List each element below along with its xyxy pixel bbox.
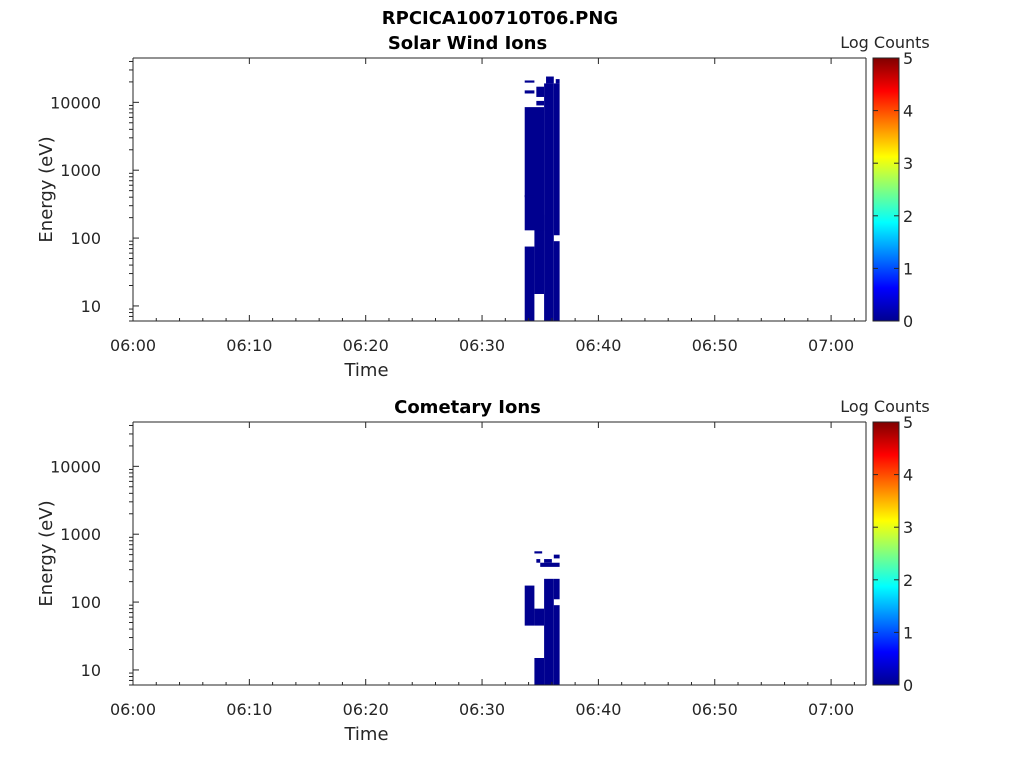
spectrogram-cell — [544, 83, 554, 321]
colorbar-tick-label: 2 — [903, 571, 913, 590]
panel-title: Cometary Ions — [394, 397, 541, 418]
x-tick-label: 06:10 — [226, 700, 272, 719]
panel-1: Solar Wind Ions 06:00 06:10 06:20 06:30 06:40… — [36, 33, 930, 381]
colorbar-gradient — [872, 57, 900, 322]
y-axis-label: Energy (eV) — [36, 500, 57, 606]
spectrogram-cell — [555, 79, 560, 84]
x-tick-label: 06:00 — [110, 336, 156, 355]
spectrogram-cell — [534, 551, 543, 554]
x-axis-label: Time — [343, 360, 388, 381]
x-tick-label: 06:40 — [575, 700, 621, 719]
x-tick-label: 06:20 — [343, 336, 389, 355]
spectrogram-cell — [524, 80, 535, 83]
spectrogram-cell — [524, 585, 535, 626]
colorbar-tick-label: 4 — [903, 102, 913, 121]
spectrogram-cell — [540, 562, 560, 567]
y-tick-label: 1000 — [60, 525, 101, 544]
x-tick-label: 06:00 — [110, 700, 156, 719]
spectrogram-cell — [524, 246, 535, 321]
spectrogram-cell — [524, 107, 545, 231]
x-tick-label: 06:50 — [692, 700, 738, 719]
colorbar-tick-label: 3 — [903, 154, 913, 173]
spectrogram-cell — [553, 554, 560, 559]
x-tick-label: 07:00 — [808, 336, 854, 355]
y-tick-label: 10000 — [50, 457, 101, 476]
colorbar-tick-label: 5 — [903, 49, 913, 68]
x-tick-label: 06:10 — [226, 336, 272, 355]
spectrogram-cell — [524, 90, 535, 94]
y-tick-label: 10 — [81, 297, 101, 316]
spectrogram-cell — [536, 100, 545, 106]
y-tick-label: 100 — [70, 593, 101, 612]
y-tick-label: 10 — [81, 661, 101, 680]
spectrogram-cell — [544, 559, 552, 563]
spectrogram-cell — [544, 578, 554, 685]
colorbar-tick-label: 2 — [903, 207, 913, 226]
colorbar-gradient — [872, 421, 900, 686]
colorbar-tick-label: 0 — [903, 312, 913, 331]
spectrogram-cell — [534, 214, 545, 294]
x-tick-label: 06:30 — [459, 700, 505, 719]
spectrogram-cell — [553, 578, 560, 600]
spectrogram-cell — [536, 559, 541, 563]
y-axis-label: Energy (eV) — [36, 136, 57, 242]
colorbar-tick-label: 5 — [903, 413, 913, 432]
colorbar-label: Log Counts — [840, 397, 930, 416]
colorbar-label: Log Counts — [840, 33, 930, 52]
y-tick-label: 100 — [70, 229, 101, 248]
y-tick-label: 10000 — [50, 93, 101, 112]
x-axis-label: Time — [343, 724, 388, 745]
spectrogram-cell — [534, 657, 545, 685]
figure-title: RPCICA100710T06.PNG — [382, 8, 618, 29]
spectrogram-cell — [546, 76, 554, 84]
spectrogram-cell — [536, 86, 545, 97]
colorbar-tick-label: 0 — [903, 676, 913, 695]
colorbar: Log Counts 0 1 2 3 4 5 — [840, 33, 930, 331]
colorbar-tick-label: 1 — [903, 259, 913, 278]
panel-title: Solar Wind Ions — [388, 33, 547, 54]
x-tick-label: 06:40 — [575, 336, 621, 355]
x-tick-label: 06:20 — [343, 700, 389, 719]
spectrogram-cell — [553, 241, 560, 321]
colorbar-tick-label: 1 — [903, 623, 913, 642]
x-tick-label: 06:50 — [692, 336, 738, 355]
x-tick-label: 06:30 — [459, 336, 505, 355]
colorbar-tick-label: 4 — [903, 466, 913, 485]
y-tick-label: 1000 — [60, 161, 101, 180]
colorbar: Log Counts 0 1 2 3 4 5 — [840, 397, 930, 695]
colorbar-tick-label: 3 — [903, 518, 913, 537]
panel-2: Cometary Ions 06:00 06:10 06:20 06:30 06:40 06… — [36, 397, 930, 745]
x-tick-label: 07:00 — [808, 700, 854, 719]
spectrogram-cell — [534, 608, 545, 626]
spectrogram-cell — [553, 605, 560, 685]
spectrogram-cell — [524, 195, 535, 198]
spectrogram-cell — [553, 83, 560, 236]
